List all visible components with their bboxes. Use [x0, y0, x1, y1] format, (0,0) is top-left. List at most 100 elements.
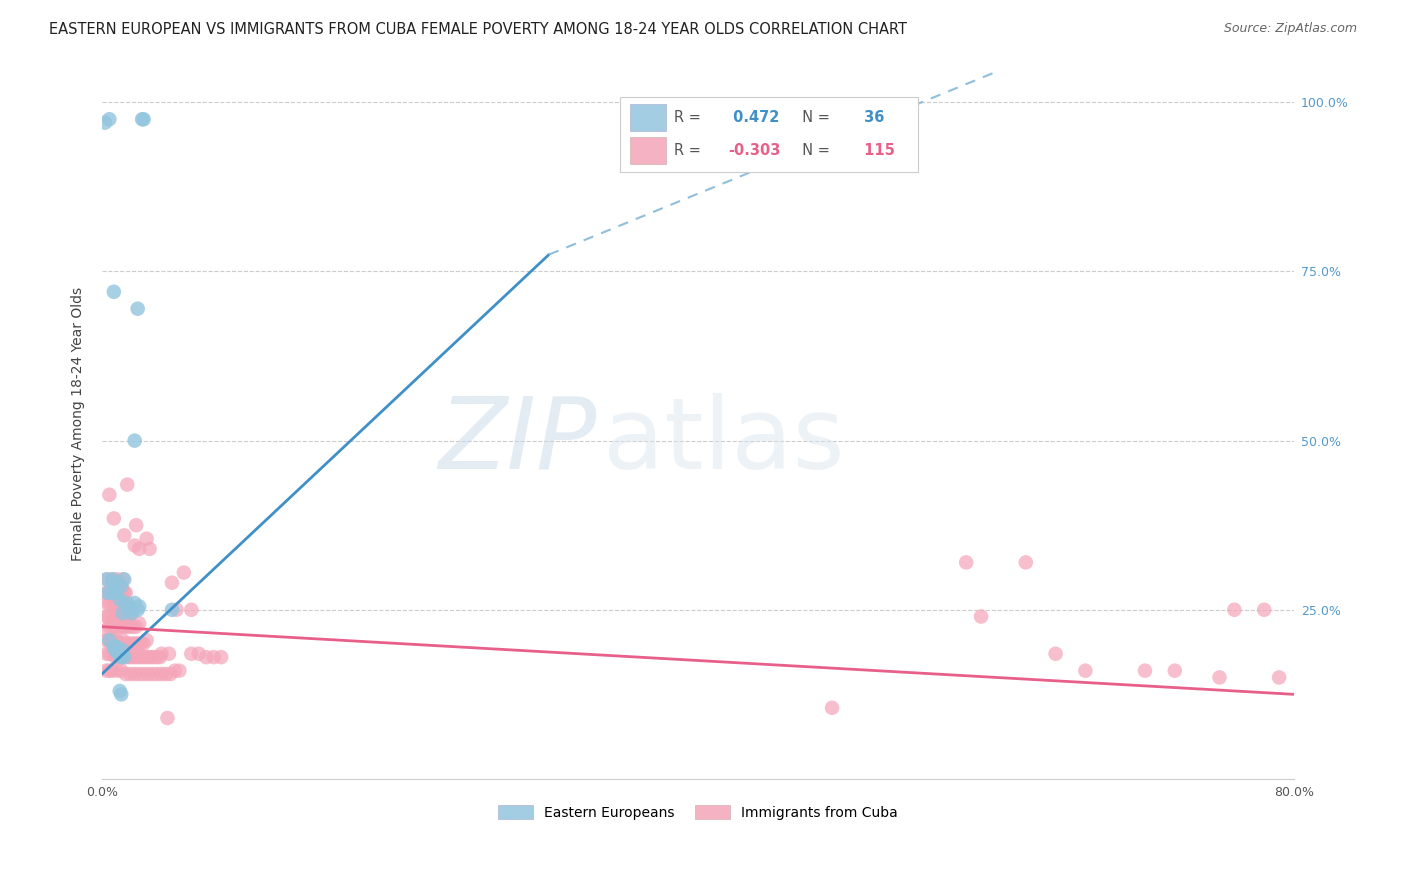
Point: [135, 532, 157, 546]
Text: N =: N =: [793, 143, 835, 158]
Point: [135, 633, 157, 648]
Point: [120, 650, 142, 665]
Point: [122, 650, 145, 665]
Point: [108, 637, 131, 651]
Text: 36: 36: [859, 111, 884, 125]
Text: atlas: atlas: [603, 393, 844, 490]
Point: [101, 620, 124, 634]
Point: [112, 596, 135, 610]
Point: [157, 647, 180, 661]
Point: [1164, 664, 1187, 678]
FancyBboxPatch shape: [630, 104, 666, 131]
Point: [124, 539, 146, 553]
Point: [138, 541, 160, 556]
Text: -0.303: -0.303: [728, 143, 780, 158]
Point: [96, 623, 118, 637]
Point: [120, 603, 142, 617]
Point: [108, 609, 131, 624]
Point: [103, 575, 125, 590]
Bar: [620, 97, 918, 171]
Point: [128, 650, 150, 665]
Text: EASTERN EUROPEAN VS IMMIGRANTS FROM CUBA FEMALE POVERTY AMONG 18-24 YEAR OLDS CO: EASTERN EUROPEAN VS IMMIGRANTS FROM CUBA…: [49, 22, 907, 37]
Point: [163, 664, 186, 678]
Point: [103, 633, 125, 648]
Point: [160, 575, 183, 590]
Point: [121, 637, 143, 651]
Point: [96, 572, 118, 586]
Point: [127, 603, 149, 617]
Point: [118, 637, 141, 651]
Point: [100, 586, 122, 600]
Point: [1133, 664, 1156, 678]
Point: [131, 112, 153, 127]
Point: [121, 606, 143, 620]
Point: [180, 647, 202, 661]
Point: [111, 609, 134, 624]
Point: [97, 609, 120, 624]
Point: [96, 633, 118, 648]
Point: [101, 647, 124, 661]
Point: [112, 650, 135, 665]
Point: [108, 582, 131, 597]
Point: [105, 586, 128, 600]
Point: [180, 603, 202, 617]
Point: [114, 637, 136, 651]
Point: [110, 579, 132, 593]
Point: [115, 596, 138, 610]
Point: [105, 633, 128, 648]
Point: [112, 572, 135, 586]
Point: [98, 620, 121, 634]
Point: [150, 647, 173, 661]
Point: [111, 643, 134, 657]
Point: [160, 603, 183, 617]
Y-axis label: Female Poverty Among 18-24 Year Olds: Female Poverty Among 18-24 Year Olds: [72, 286, 86, 561]
Point: [114, 596, 136, 610]
Point: [165, 603, 187, 617]
Point: [128, 616, 150, 631]
Point: [105, 596, 128, 610]
Point: [110, 664, 132, 678]
Point: [110, 650, 132, 665]
Point: [111, 606, 134, 620]
Point: [98, 633, 121, 648]
Point: [112, 586, 135, 600]
Point: [111, 633, 134, 648]
Point: [105, 586, 128, 600]
Point: [125, 650, 148, 665]
Point: [114, 586, 136, 600]
Point: [104, 575, 127, 590]
Point: [131, 650, 153, 665]
Point: [159, 667, 181, 681]
Point: [103, 640, 125, 654]
Point: [105, 572, 128, 586]
Point: [104, 596, 127, 610]
Legend: Eastern Europeans, Immigrants from Cuba: Eastern Europeans, Immigrants from Cuba: [492, 799, 904, 825]
Point: [136, 667, 159, 681]
Point: [120, 620, 142, 634]
Point: [98, 596, 121, 610]
Point: [120, 667, 142, 681]
Point: [101, 572, 124, 586]
Point: [108, 592, 131, 607]
Point: [110, 650, 132, 665]
Point: [98, 633, 121, 648]
Point: [125, 518, 148, 533]
Point: [104, 643, 127, 657]
Point: [134, 650, 156, 665]
Point: [1268, 670, 1291, 684]
Point: [105, 613, 128, 627]
Text: N =: N =: [793, 111, 835, 125]
Point: [96, 609, 118, 624]
Point: [97, 572, 120, 586]
Text: R =: R =: [673, 143, 706, 158]
Point: [111, 582, 134, 597]
Point: [107, 599, 129, 614]
Point: [112, 620, 135, 634]
Point: [122, 620, 145, 634]
Point: [105, 640, 128, 654]
Point: [173, 566, 195, 580]
Point: [1223, 603, 1246, 617]
Point: [103, 511, 125, 525]
Point: [100, 609, 122, 624]
Point: [98, 647, 121, 661]
